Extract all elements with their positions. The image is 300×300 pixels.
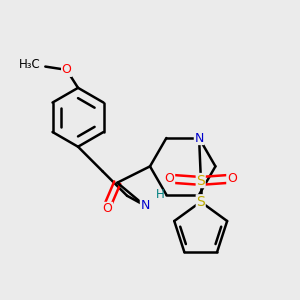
Text: H₃C: H₃C bbox=[19, 58, 40, 71]
Text: S: S bbox=[196, 195, 205, 209]
Text: N: N bbox=[194, 131, 204, 145]
Text: O: O bbox=[165, 172, 175, 185]
Text: N: N bbox=[140, 199, 150, 212]
Text: S: S bbox=[196, 174, 205, 188]
Text: H: H bbox=[155, 188, 164, 201]
Text: O: O bbox=[227, 172, 237, 185]
Text: O: O bbox=[61, 63, 71, 76]
Text: O: O bbox=[103, 202, 112, 215]
